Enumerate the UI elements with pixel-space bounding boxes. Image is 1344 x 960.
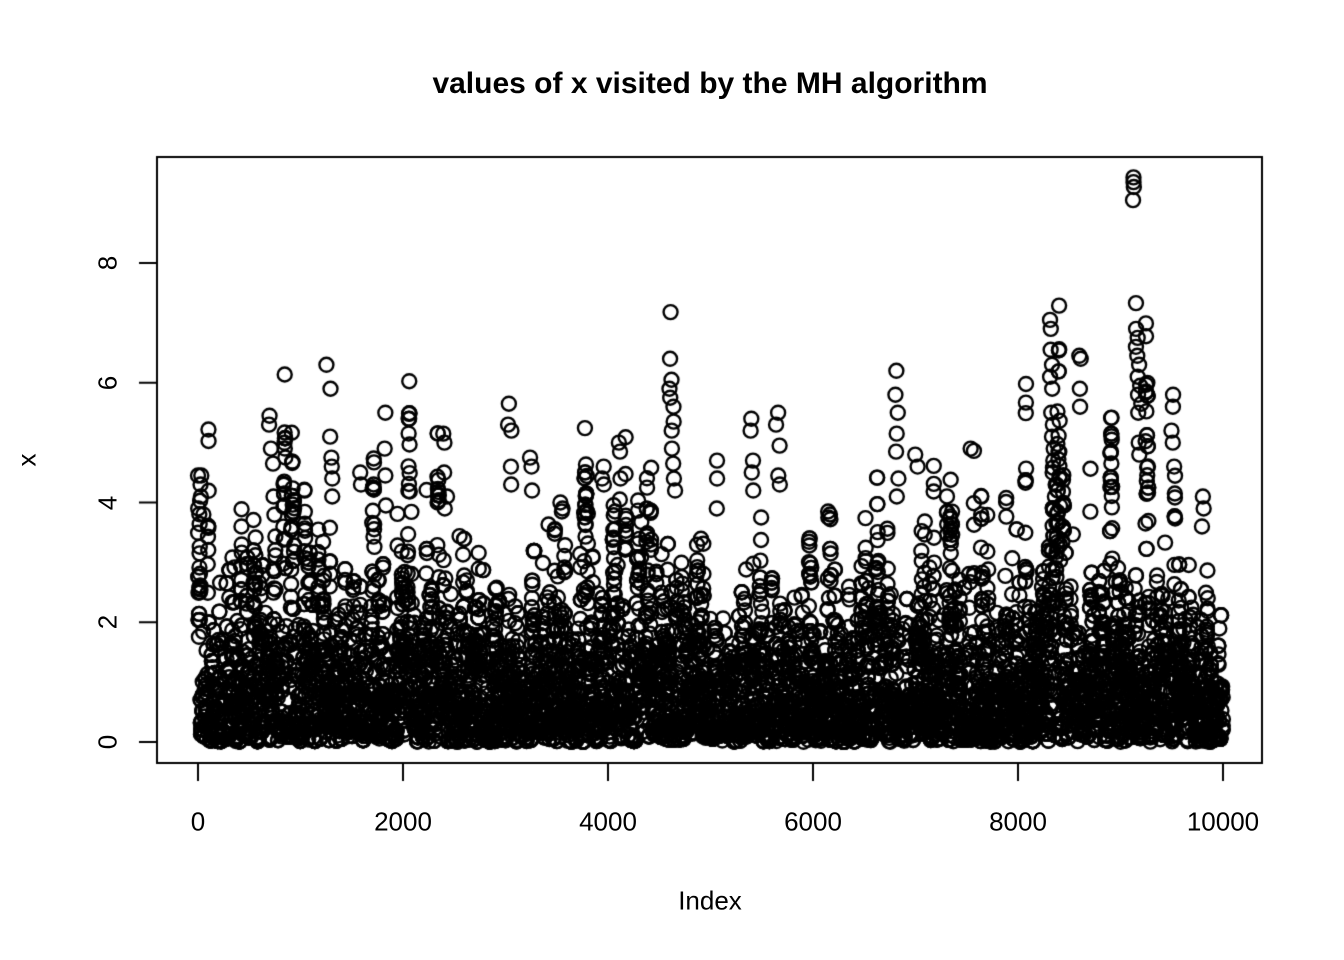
y-tick-label: 0 — [92, 734, 123, 750]
plot-title: values of x visited by the MH algorithm — [432, 67, 988, 100]
x-tick-label: 0 — [190, 806, 206, 837]
y-tick-label: 2 — [92, 615, 123, 630]
x-tick-label: 10000 — [1186, 806, 1260, 837]
x-tick-label: 6000 — [784, 806, 842, 837]
x-axis-label: Index — [678, 885, 742, 916]
x-tick-label: 8000 — [989, 806, 1047, 837]
y-axis-label: x — [11, 453, 42, 467]
y-tick-label: 4 — [92, 495, 123, 510]
y-tick-label: 8 — [92, 255, 123, 271]
x-tick-label: 2000 — [374, 806, 432, 837]
y-tick-label: 6 — [92, 375, 123, 390]
x-tick-label: 4000 — [579, 806, 637, 837]
